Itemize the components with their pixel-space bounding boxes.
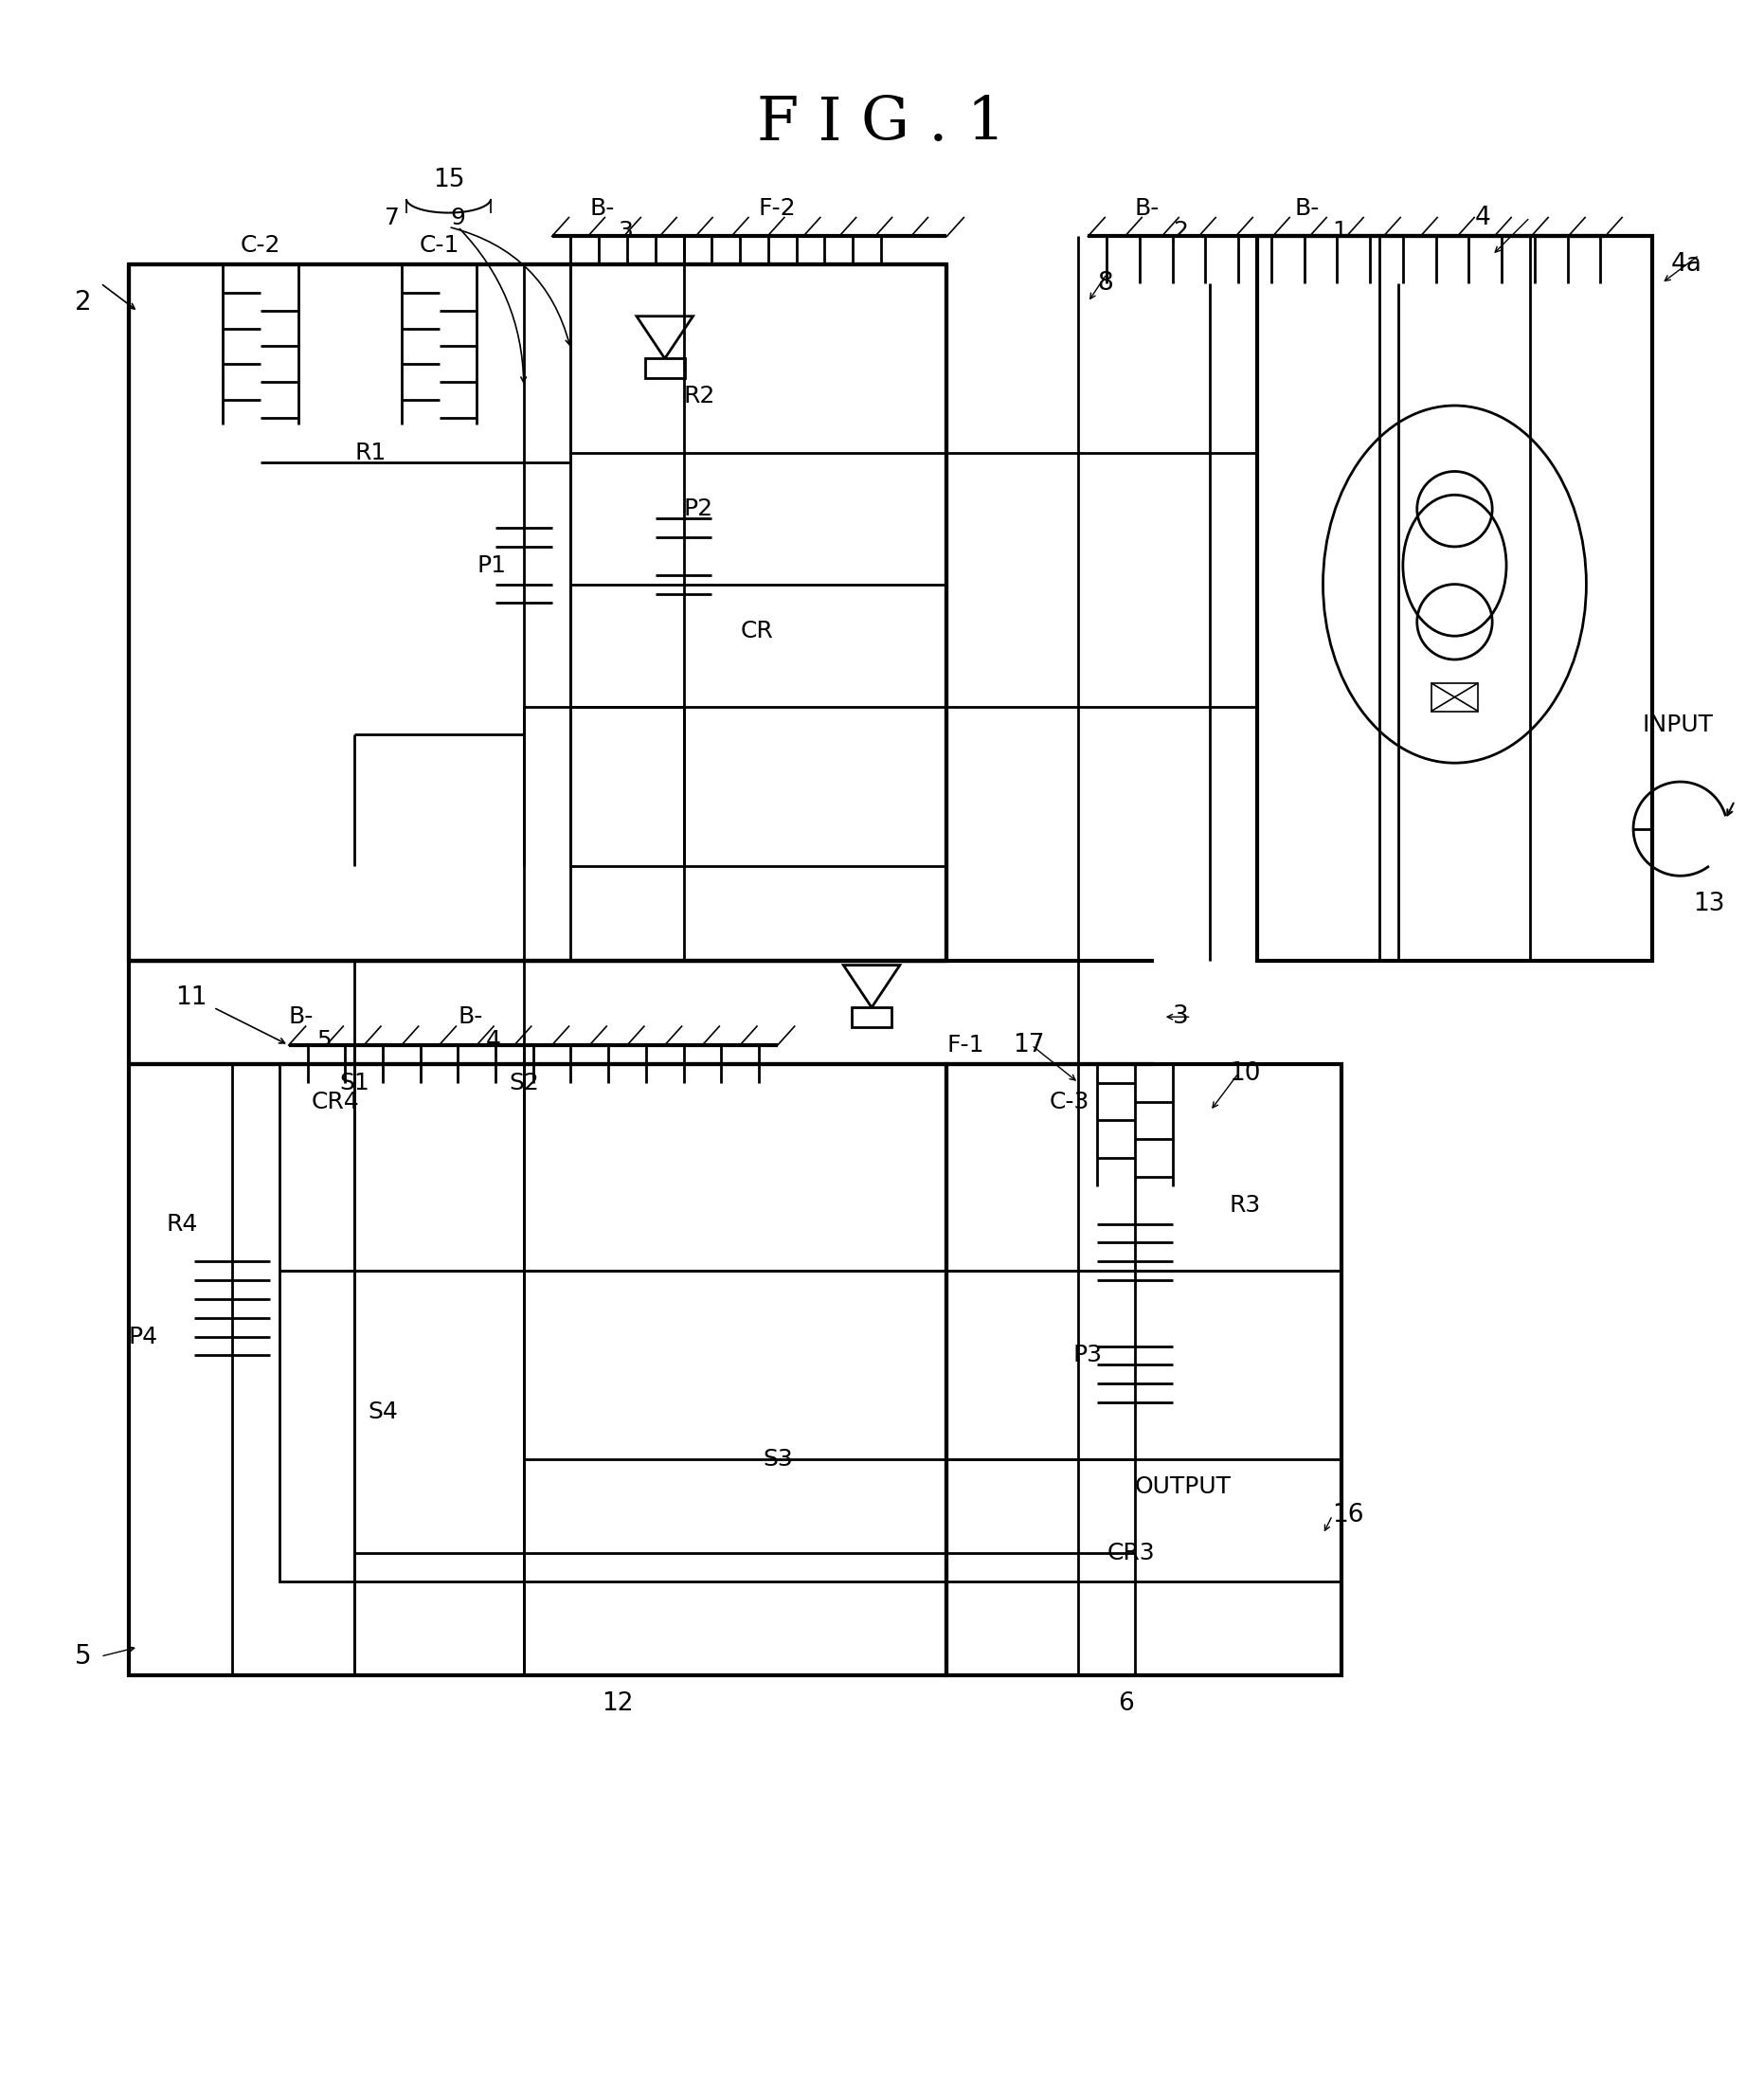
Bar (279, 1064, 947, 1581)
Bar (646, 359, 684, 378)
Text: P4: P4 (129, 1326, 159, 1349)
Text: 8: 8 (1097, 270, 1113, 295)
Text: B-: B- (1295, 197, 1319, 220)
Bar (572, 264, 947, 867)
Text: P3: P3 (1073, 1344, 1102, 1367)
Text: 5: 5 (74, 1644, 92, 1671)
Text: 12: 12 (602, 1691, 633, 1716)
Text: OUTPUT: OUTPUT (1134, 1475, 1231, 1498)
Text: S2: S2 (508, 1072, 538, 1095)
Text: B-: B- (459, 1006, 483, 1029)
Text: 13: 13 (1693, 891, 1725, 916)
Text: B-: B- (1134, 197, 1161, 220)
Text: B-: B- (289, 1006, 314, 1029)
Text: R1: R1 (355, 441, 386, 463)
Text: P1: P1 (476, 555, 506, 578)
Text: 16: 16 (1332, 1502, 1364, 1527)
Text: 3: 3 (617, 220, 633, 243)
Text: CR4: CR4 (312, 1091, 360, 1114)
Text: 4: 4 (1475, 206, 1491, 231)
Text: F-2: F-2 (759, 197, 796, 220)
Text: 4: 4 (487, 1029, 501, 1051)
Text: CR3: CR3 (1106, 1542, 1155, 1565)
Bar (1431, 684, 1478, 711)
Bar (129, 1064, 947, 1675)
Text: 17: 17 (1013, 1033, 1044, 1058)
Text: 3: 3 (1173, 1004, 1189, 1029)
Text: 2: 2 (74, 289, 92, 316)
Text: R3: R3 (1230, 1193, 1261, 1216)
Text: C-1: C-1 (420, 235, 459, 258)
Text: C-2: C-2 (240, 235, 280, 258)
Text: 2: 2 (1173, 220, 1187, 243)
Text: F-1: F-1 (947, 1033, 984, 1056)
Bar (129, 264, 947, 960)
Bar (1258, 237, 1653, 960)
Text: R2: R2 (684, 384, 714, 407)
Ellipse shape (1402, 495, 1506, 636)
Text: 6: 6 (1118, 1691, 1134, 1716)
Text: S1: S1 (339, 1072, 369, 1095)
Text: 4a: 4a (1671, 251, 1702, 276)
Bar (947, 1064, 1342, 1675)
Text: 9: 9 (450, 206, 466, 229)
Text: R4: R4 (166, 1211, 198, 1234)
Text: S3: S3 (762, 1448, 792, 1471)
Text: S4: S4 (367, 1401, 399, 1423)
Text: 7: 7 (385, 206, 400, 229)
Text: 15: 15 (432, 168, 464, 191)
Text: F I G . 1: F I G . 1 (757, 94, 1005, 152)
Text: P2: P2 (684, 497, 713, 520)
Text: 11: 11 (176, 985, 208, 1010)
Text: B-: B- (589, 197, 614, 220)
Text: 5: 5 (318, 1029, 332, 1051)
Text: INPUT: INPUT (1642, 715, 1715, 738)
Text: 1: 1 (1332, 220, 1348, 243)
Text: C-3: C-3 (1050, 1091, 1088, 1114)
Text: 10: 10 (1230, 1062, 1261, 1085)
Text: CR: CR (741, 619, 773, 642)
Bar (852, 1008, 891, 1027)
